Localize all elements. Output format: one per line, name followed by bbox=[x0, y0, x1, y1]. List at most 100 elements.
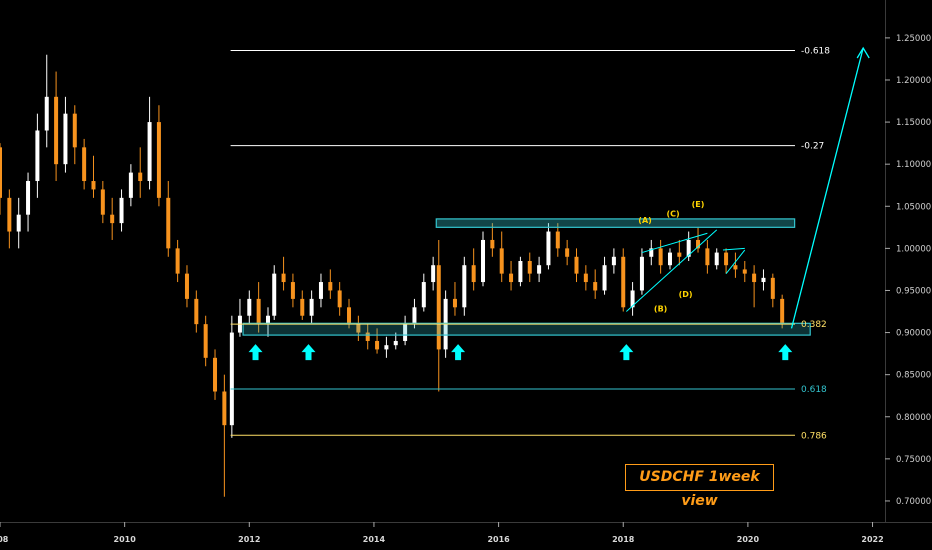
projection-line bbox=[790, 47, 864, 329]
price-tick-label: 0.90000 bbox=[896, 329, 931, 339]
candle-body bbox=[714, 252, 719, 266]
candle-body bbox=[356, 324, 361, 333]
candle-body bbox=[91, 181, 96, 190]
candle-body bbox=[499, 248, 504, 274]
time-tick-label: 2010 bbox=[114, 535, 137, 544]
time-tick-label: 2012 bbox=[238, 535, 260, 544]
wave-label: (E) bbox=[692, 200, 705, 209]
zones bbox=[242, 218, 811, 336]
price-tick-label: 1.05000 bbox=[896, 202, 931, 212]
up-arrow-icon bbox=[451, 344, 466, 361]
price-tick-label: 0.95000 bbox=[896, 286, 931, 296]
candle-body bbox=[290, 282, 295, 299]
candle-body bbox=[384, 345, 389, 350]
support-arrows bbox=[248, 344, 793, 361]
candle-body bbox=[328, 282, 333, 291]
candle-body bbox=[667, 252, 672, 266]
candle-body bbox=[780, 298, 785, 325]
fib-label: 0.786 bbox=[801, 431, 827, 441]
candle-body bbox=[677, 252, 682, 257]
candle-body bbox=[7, 197, 12, 232]
candle-body bbox=[247, 298, 252, 316]
candle-body bbox=[471, 265, 476, 283]
fib-label: 0.382 bbox=[801, 320, 827, 330]
candle-body bbox=[686, 239, 691, 257]
price-tick-label: 1.20000 bbox=[896, 76, 931, 86]
wave-line bbox=[641, 232, 708, 254]
candle-body bbox=[229, 332, 234, 426]
candle-body bbox=[421, 282, 426, 308]
candle-body bbox=[436, 265, 441, 350]
candle-body bbox=[431, 265, 436, 283]
wave-label: (C) bbox=[667, 209, 680, 218]
chart-title: USDCHF 1week view bbox=[625, 464, 774, 509]
candle-body bbox=[72, 113, 77, 148]
candle-body bbox=[35, 130, 40, 182]
wave-line bbox=[722, 247, 745, 251]
time-tick-label: 2018 bbox=[612, 535, 635, 544]
candle-body bbox=[518, 261, 523, 283]
candle-body bbox=[281, 273, 286, 283]
candle-body bbox=[26, 181, 31, 215]
fib-label: -0.27 bbox=[801, 142, 824, 152]
up-arrow-icon bbox=[619, 344, 634, 361]
time-tick-label: 2022 bbox=[861, 535, 883, 544]
wave-line bbox=[626, 229, 718, 312]
up-arrow-icon bbox=[301, 344, 316, 361]
price-tick-label: 1.15000 bbox=[896, 118, 931, 128]
candle-body bbox=[337, 290, 342, 308]
candle-body bbox=[138, 172, 143, 182]
candle-body bbox=[481, 239, 486, 283]
price-tick-label: 0.70000 bbox=[896, 497, 931, 507]
wave-label: (A) bbox=[638, 216, 652, 225]
candle-body bbox=[156, 122, 161, 198]
candle-body bbox=[452, 298, 457, 308]
price-tick-label: 0.75000 bbox=[896, 455, 931, 465]
candle-body bbox=[761, 277, 766, 283]
candle-body bbox=[265, 315, 270, 325]
candle-body bbox=[649, 248, 654, 257]
candle-body bbox=[705, 248, 710, 266]
time-tick-label: 2014 bbox=[363, 535, 386, 544]
candle-body bbox=[583, 273, 588, 283]
candle-body bbox=[724, 252, 729, 266]
candle-body bbox=[403, 324, 408, 341]
candle-body bbox=[733, 265, 738, 270]
price-tick-label: 1.00000 bbox=[896, 244, 931, 254]
candle-body bbox=[770, 277, 775, 299]
price-tick-label: 1.10000 bbox=[896, 160, 931, 170]
candle-body bbox=[611, 256, 616, 266]
fib-label: 0.618 bbox=[801, 385, 827, 395]
candle-body bbox=[393, 340, 398, 346]
candle-body bbox=[300, 298, 305, 316]
candle-body bbox=[365, 332, 370, 341]
candle-body bbox=[0, 147, 2, 198]
candle-body bbox=[166, 197, 171, 249]
candle-body bbox=[203, 324, 208, 358]
candle-body bbox=[742, 269, 747, 274]
wave-label: (D) bbox=[679, 290, 693, 299]
candle-body bbox=[565, 248, 570, 257]
candle-body bbox=[318, 282, 323, 299]
candle-body bbox=[375, 340, 380, 350]
candle-body bbox=[537, 265, 542, 274]
candle-body bbox=[696, 239, 701, 249]
candle-body bbox=[110, 214, 115, 224]
candle-body bbox=[128, 172, 133, 198]
candle-body bbox=[119, 197, 124, 224]
wave-label: (B) bbox=[654, 305, 667, 314]
candle-body bbox=[44, 96, 49, 131]
price-tick-label: 0.80000 bbox=[896, 413, 931, 423]
candle-body bbox=[602, 265, 607, 291]
candle-body bbox=[222, 391, 227, 426]
candle-body bbox=[184, 273, 189, 299]
candle-body bbox=[54, 96, 59, 165]
candle-body bbox=[412, 307, 417, 325]
candle-body bbox=[256, 298, 261, 325]
candle-body bbox=[752, 273, 757, 283]
wave-annotations: (A) (B) (C) (D) (E) bbox=[626, 200, 746, 314]
price-tick-label: 0.85000 bbox=[896, 371, 931, 381]
wave-line bbox=[725, 249, 746, 274]
